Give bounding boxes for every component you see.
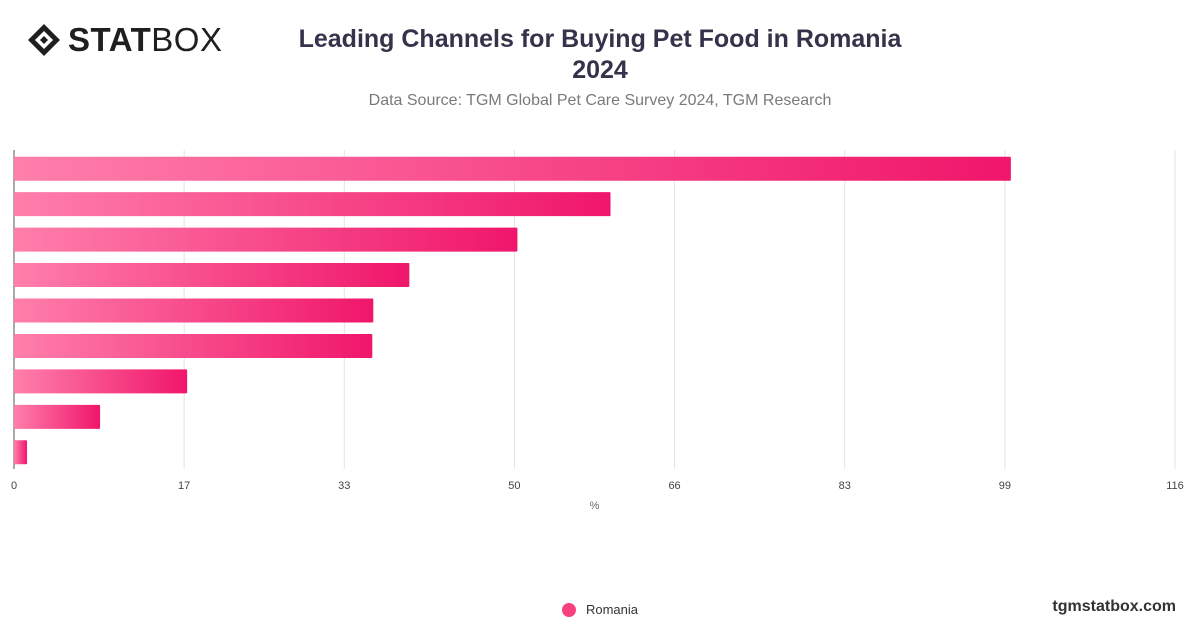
diamond-logo-icon [28, 24, 60, 56]
chart-subtitle: Data Source: TGM Global Pet Care Survey … [368, 92, 832, 109]
x-tick-label: 33 [338, 480, 350, 492]
bar [14, 263, 410, 288]
bar [14, 156, 1011, 181]
x-tick-label: 17 [178, 480, 190, 492]
statbox-logo[interactable]: STATBOX [26, 22, 222, 58]
legend-marker [561, 602, 576, 617]
chart-title: Leading Channels for Buying Pet Food in … [250, 24, 950, 86]
legend-label: Romania [585, 602, 639, 617]
bar [14, 333, 373, 358]
x-tick-label: 99 [999, 480, 1011, 492]
bar [14, 369, 188, 394]
bar [14, 440, 28, 465]
logo-text: STATBOX [68, 21, 223, 58]
x-axis-label: % [590, 500, 600, 512]
x-tick-label: 83 [839, 480, 851, 492]
x-tick-label: 0 [11, 480, 17, 492]
x-tick-label: 50 [508, 480, 520, 492]
legend[interactable]: Romania [0, 602, 1200, 617]
site-url[interactable]: tgmstatbox.com [1052, 598, 1176, 615]
x-tick-label: 116 [1166, 480, 1184, 492]
bar [14, 192, 611, 217]
chart-title-line-2: 2024 [572, 56, 628, 84]
bar [14, 298, 374, 323]
bar [14, 227, 518, 252]
bar [14, 404, 101, 429]
chart-title-line-1: Leading Channels for Buying Pet Food in … [298, 25, 902, 53]
x-tick-label: 66 [668, 480, 680, 492]
